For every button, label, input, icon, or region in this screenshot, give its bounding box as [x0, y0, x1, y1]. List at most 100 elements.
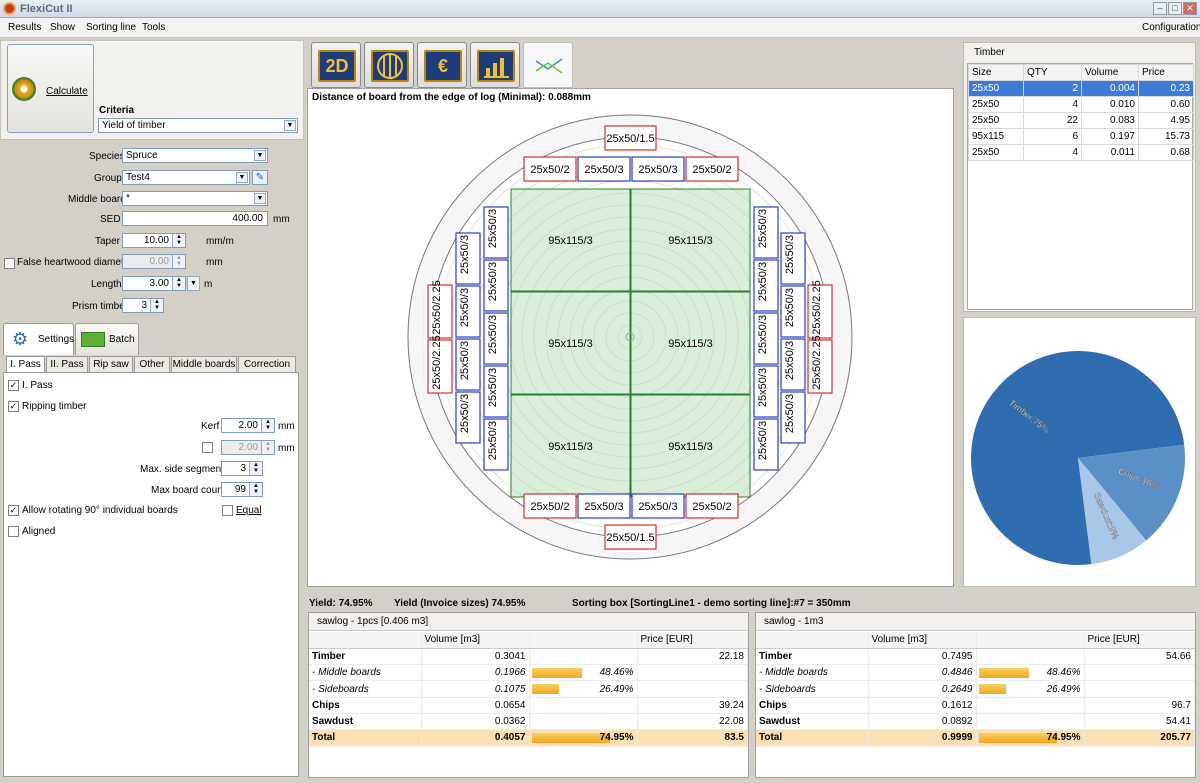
- max-board-input[interactable]: 99 ▲ ▼: [221, 482, 263, 497]
- kerf2-checkbox[interactable]: [202, 442, 213, 453]
- col-price[interactable]: Price: [1138, 64, 1194, 81]
- edit-pencil-icon[interactable]: ✎: [252, 170, 268, 185]
- side-board: [685, 493, 739, 519]
- calculate-button[interactable]: Calculate: [7, 44, 94, 133]
- board-label: 25x50/3: [784, 341, 796, 380]
- menu-results[interactable]: Results: [8, 22, 42, 33]
- taper-label: Taper: [95, 236, 121, 247]
- table-row[interactable]: 25x50 2 0.004 0.23: [968, 80, 1194, 97]
- menu-bar: Results Show Sorting line Tools Configur…: [0, 18, 1200, 38]
- tab-pass-2[interactable]: II. Pass: [46, 356, 88, 372]
- false-heartwood-input[interactable]: 0.00 ▲ ▼: [122, 254, 186, 269]
- kerf-value: 2.00: [238, 420, 258, 431]
- result-per-m3-panel: sawlog - 1m3 Volume [m3] Price [EUR] Timb…: [755, 612, 1196, 778]
- tab-rip-saw[interactable]: Rip saw: [89, 356, 133, 372]
- board-label: 25x50/3: [487, 209, 499, 248]
- spinner-icon[interactable]: ▲ ▼: [172, 277, 185, 290]
- tab-other[interactable]: Other: [134, 356, 170, 372]
- max-side-input[interactable]: 3 ▲ ▼: [221, 461, 263, 476]
- pass-checkbox[interactable]: ✓: [8, 380, 19, 391]
- spinner-icon[interactable]: ▲ ▼: [172, 255, 185, 268]
- board-label: 25x50/3: [487, 368, 499, 407]
- kerf2-input[interactable]: 2.00 ▲ ▼: [221, 440, 275, 455]
- side-board: [780, 285, 806, 338]
- row-price: 96.7: [1084, 697, 1195, 714]
- spinner-icon[interactable]: ▲ ▼: [249, 483, 262, 496]
- row-name: - Sideboards: [756, 680, 869, 698]
- kerf-unit: mm: [278, 421, 295, 432]
- compare-lines-icon: [535, 58, 563, 74]
- kerf-input[interactable]: 2.00 ▲ ▼: [221, 418, 275, 433]
- menu-configuration[interactable]: Configuration: [1142, 22, 1200, 33]
- sed-input[interactable]: 400.00: [122, 211, 268, 226]
- tab-batch[interactable]: Batch: [75, 323, 139, 355]
- price-button[interactable]: €: [417, 42, 467, 88]
- equal-checkbox[interactable]: [222, 505, 233, 516]
- board-label: 25x50/3: [784, 394, 796, 433]
- timber-grid-panel: Timber Size QTY Volume Price 25x50 2 0.004…: [963, 42, 1196, 312]
- middle-board-select[interactable]: * ▼: [122, 191, 268, 206]
- result-left-table: Volume [m3] Price [EUR] Timber 0.3041 22.18…: [309, 632, 748, 747]
- chevron-down-icon: ▼: [236, 172, 248, 183]
- minimize-button[interactable]: –: [1153, 2, 1167, 15]
- max-side-label: Max. side segments: [140, 464, 229, 475]
- compare-button[interactable]: [523, 42, 573, 88]
- group-label: Group: [94, 173, 122, 184]
- view-log-button[interactable]: [364, 42, 414, 88]
- col-volume[interactable]: Volume: [1081, 64, 1139, 81]
- side-board: [483, 365, 509, 418]
- table-row[interactable]: 95x115 6 0.197 15.73: [968, 128, 1194, 145]
- row-price: [1084, 664, 1195, 682]
- aligned-checkbox[interactable]: [8, 526, 19, 537]
- criteria-select[interactable]: Yield of timber ▼: [98, 118, 298, 133]
- row-volume: 0.1612: [868, 697, 977, 714]
- board-label: 25x50/1.5: [606, 133, 654, 145]
- menu-sorting-line[interactable]: Sorting line: [86, 22, 137, 33]
- spinner-icon[interactable]: ▲ ▼: [261, 419, 274, 432]
- maximize-button[interactable]: □: [1168, 2, 1182, 15]
- menu-tools[interactable]: Tools: [142, 22, 166, 33]
- result-row: Sawdust 0.0362 22.08: [309, 713, 748, 731]
- group-select[interactable]: Test4 ▼: [122, 170, 250, 185]
- table-row[interactable]: 25x50 22 0.083 4.95: [968, 112, 1194, 129]
- length-unit: m: [204, 279, 213, 290]
- board-label: 25x50/3: [757, 368, 769, 407]
- chart-button[interactable]: [470, 42, 520, 88]
- table-cell: 4: [1023, 96, 1082, 113]
- table-row[interactable]: 25x50 4 0.010 0.60: [968, 96, 1194, 113]
- board-label: 25x50/3: [757, 209, 769, 248]
- center-board: [630, 291, 751, 395]
- species-select[interactable]: Spruce ▼: [122, 148, 268, 163]
- table-row[interactable]: 25x50 4 0.011 0.68: [968, 144, 1194, 161]
- prism-timber-input[interactable]: 3 ▲ ▼: [122, 298, 164, 313]
- table-cell: 22: [1023, 112, 1082, 129]
- false-heartwood-checkbox[interactable]: [4, 258, 15, 269]
- length-input[interactable]: 3.00 ▲ ▼: [122, 276, 186, 291]
- board-label: 95x115/3: [668, 235, 712, 247]
- taper-input[interactable]: 10.00 ▲ ▼: [122, 233, 186, 248]
- spinner-icon[interactable]: ▲ ▼: [172, 234, 185, 247]
- allow-rotating-checkbox[interactable]: ✓: [8, 505, 19, 516]
- menu-show[interactable]: Show: [50, 22, 76, 33]
- spinner-icon[interactable]: ▲ ▼: [150, 299, 163, 312]
- side-board: [753, 259, 779, 312]
- col-qty[interactable]: QTY: [1023, 64, 1082, 81]
- spinner-icon[interactable]: ▲ ▼: [261, 441, 274, 454]
- ripping-checkbox[interactable]: ✓: [8, 401, 19, 412]
- title-bar: FlexiCut II – □ ✕: [0, 0, 1200, 18]
- side-board: [753, 312, 779, 365]
- tab-pass-1[interactable]: I. Pass: [6, 356, 45, 373]
- equal-label: Equal: [236, 505, 262, 516]
- tab-settings[interactable]: ⚙ Settings: [3, 323, 74, 355]
- length-dropdown-icon[interactable]: ▼: [187, 276, 200, 291]
- empty-row: [969, 209, 1194, 225]
- board-label: 25x50/2.25: [811, 335, 823, 389]
- spinner-icon[interactable]: ▲ ▼: [249, 462, 262, 475]
- view-2d-button[interactable]: 2D: [311, 42, 361, 88]
- tab-middle-boards[interactable]: Middle boards: [171, 356, 237, 372]
- close-button[interactable]: ✕: [1183, 2, 1197, 15]
- col-size[interactable]: Size: [968, 64, 1024, 81]
- side-board: [631, 493, 685, 519]
- table-cell: 0.68: [1138, 144, 1194, 161]
- tab-correction[interactable]: Correction: [238, 356, 296, 372]
